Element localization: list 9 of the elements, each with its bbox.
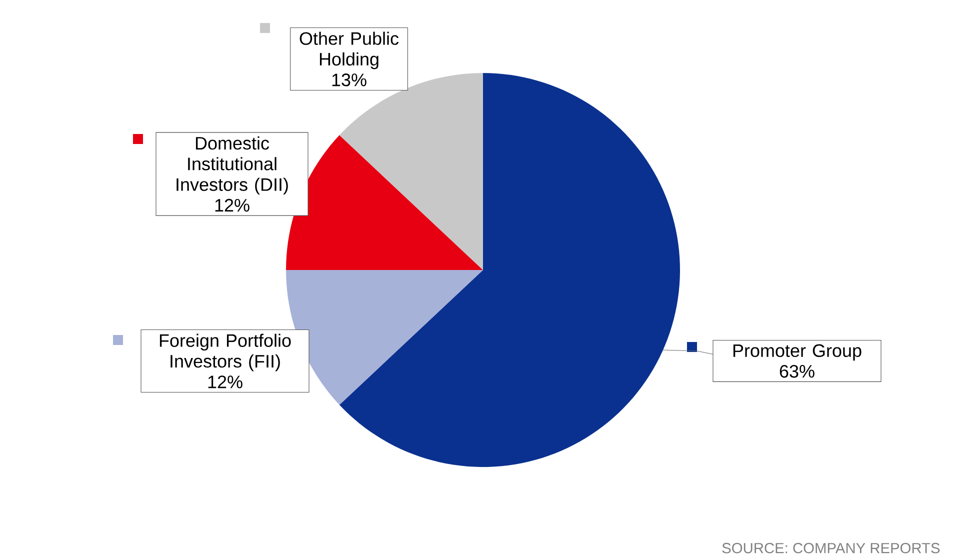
legend-label: Promoter Group <box>733 344 862 361</box>
slice-label: Domestic Institutional Investors (DII) <box>176 136 288 195</box>
source-note: SOURCE: COMPANY REPORTS <box>722 542 940 554</box>
data-label: 13% <box>332 74 366 86</box>
slice-label: Other Public Holding <box>300 32 399 70</box>
legend-label: Foreign Portfolio Investors (FII) <box>160 334 291 372</box>
data-label: 12% <box>208 376 242 388</box>
data-label: 63% <box>780 364 814 378</box>
data-label: 12% <box>215 198 250 212</box>
